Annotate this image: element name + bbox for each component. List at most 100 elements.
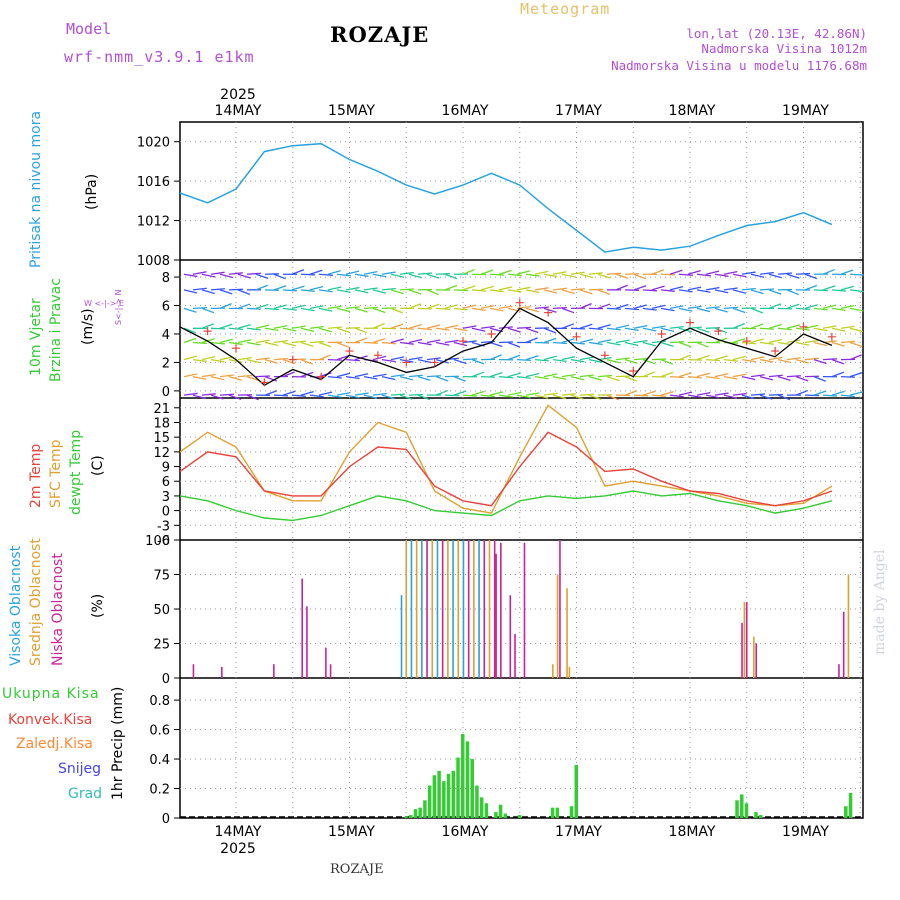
wind-vector bbox=[732, 392, 747, 396]
year-label-bottom: 2025 bbox=[220, 841, 256, 857]
wind-vector bbox=[840, 394, 855, 398]
wind-vector bbox=[705, 376, 720, 380]
wind-vector bbox=[183, 289, 198, 294]
day-label-bottom-4: 18MAY bbox=[669, 824, 716, 840]
wind-vector bbox=[768, 289, 782, 295]
wind-vector bbox=[723, 376, 738, 380]
wind-vectors bbox=[183, 268, 864, 401]
wind-vector bbox=[417, 327, 432, 331]
wind-vector bbox=[804, 324, 819, 329]
wind-vector bbox=[264, 358, 278, 364]
wind-vector bbox=[795, 307, 810, 311]
wind-vector bbox=[408, 303, 422, 309]
wind-vector bbox=[777, 376, 791, 382]
wind-vector bbox=[831, 390, 845, 396]
wind-vector bbox=[696, 391, 711, 396]
wind-vector bbox=[390, 356, 405, 361]
wind-vector bbox=[219, 356, 234, 361]
wind-vector bbox=[489, 354, 502, 361]
wind-vector bbox=[327, 326, 342, 329]
wind-vector bbox=[840, 340, 855, 344]
wind-vector bbox=[354, 373, 369, 378]
temp-y-tick-label: 15 bbox=[153, 431, 170, 446]
wind-vector bbox=[219, 338, 234, 344]
year-label-top: 2025 bbox=[220, 87, 256, 103]
wind-vector bbox=[363, 306, 378, 310]
wind-vector bbox=[201, 338, 215, 344]
wind-vector bbox=[516, 376, 531, 379]
wind-vector bbox=[201, 355, 216, 361]
wind-vector bbox=[795, 389, 808, 396]
precip-bar bbox=[550, 807, 555, 818]
wind-vector bbox=[507, 391, 522, 396]
temp-y-tick-label: 18 bbox=[153, 416, 170, 431]
wind-vector bbox=[741, 376, 756, 381]
wind-vector bbox=[381, 287, 396, 291]
plot-frame bbox=[179, 121, 864, 819]
wind-vector bbox=[732, 289, 747, 294]
wind-vector bbox=[219, 303, 232, 309]
model-name: wrf-nmm_v3.9.1 e1km bbox=[64, 48, 255, 66]
wind-vector bbox=[714, 327, 728, 334]
wind-vector bbox=[561, 373, 576, 378]
wind-vector bbox=[471, 358, 485, 365]
wind-vector bbox=[390, 338, 404, 344]
wind-vector bbox=[210, 271, 225, 275]
wind-vector bbox=[408, 323, 422, 329]
wind-vector bbox=[183, 373, 198, 378]
wind-vector bbox=[840, 285, 854, 291]
wind-vector bbox=[822, 285, 836, 291]
wind-vector bbox=[291, 304, 306, 310]
wind-vector bbox=[408, 374, 423, 378]
precip-bar bbox=[423, 800, 427, 818]
wind-vector bbox=[777, 358, 792, 364]
wind-vector bbox=[633, 357, 648, 361]
precip-y-tick-label: 0 bbox=[162, 812, 170, 827]
wind-vector bbox=[813, 376, 826, 382]
precip-y-tick-label: 0.2 bbox=[149, 783, 170, 798]
wind-vector bbox=[642, 289, 657, 292]
wind-vector bbox=[741, 287, 756, 291]
precip-bar bbox=[848, 792, 853, 818]
wind-vector bbox=[336, 327, 350, 333]
wind-vector bbox=[201, 393, 216, 396]
wind-vector bbox=[237, 289, 251, 295]
wind-vector bbox=[525, 273, 540, 277]
wind-vector bbox=[255, 273, 269, 280]
wind-vector bbox=[237, 273, 251, 279]
wind-vector bbox=[426, 357, 441, 361]
wind-vector bbox=[354, 392, 369, 396]
wind-vector bbox=[426, 375, 441, 378]
wind-vector bbox=[687, 305, 702, 310]
day-label-bottom-0: 14MAY bbox=[215, 824, 262, 840]
wind-vector bbox=[723, 358, 738, 362]
wind-vector bbox=[354, 327, 368, 334]
wind-vector bbox=[759, 358, 774, 363]
wind-vector bbox=[777, 272, 792, 275]
wind-vector bbox=[822, 268, 835, 275]
precip-bar bbox=[517, 815, 522, 818]
wind-vector bbox=[435, 307, 450, 311]
wind-vector bbox=[723, 306, 738, 310]
wind-vector bbox=[336, 354, 350, 361]
wind-vector bbox=[696, 341, 709, 348]
wind-vector bbox=[210, 327, 225, 330]
wind-vector bbox=[255, 357, 270, 361]
wind-vector bbox=[741, 358, 756, 363]
wind-vector bbox=[570, 341, 585, 345]
wind-vector bbox=[570, 394, 584, 400]
wind-vector bbox=[597, 289, 611, 295]
wind-vector bbox=[516, 394, 531, 399]
wind-vector bbox=[507, 289, 522, 293]
wind-vector bbox=[552, 376, 567, 380]
wind-vector bbox=[210, 358, 225, 363]
wind-vector bbox=[444, 284, 458, 291]
wind-vector bbox=[453, 327, 468, 332]
wind-vector bbox=[840, 269, 854, 275]
wind-vector bbox=[750, 289, 764, 295]
wind-vector bbox=[246, 358, 261, 364]
wind-vector bbox=[750, 356, 765, 361]
wind-vector bbox=[534, 270, 549, 275]
wind-vector bbox=[273, 340, 288, 344]
wind-vector bbox=[228, 358, 243, 363]
